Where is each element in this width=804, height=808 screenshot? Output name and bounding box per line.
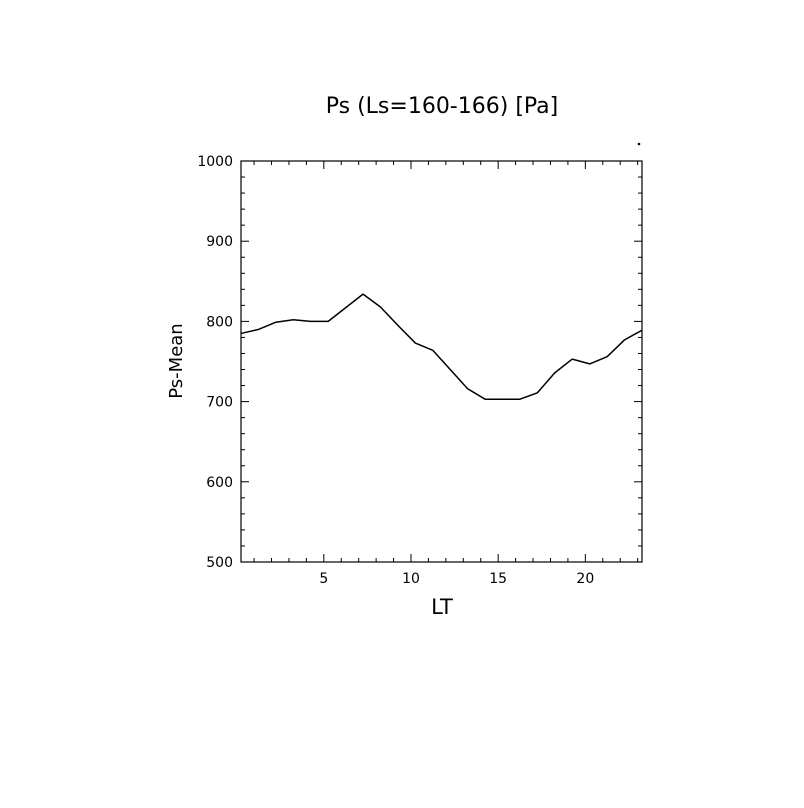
y-tick-label: 600 [206, 475, 233, 491]
series-line [240, 293, 643, 400]
chart-title: Ps (Ls=160-166) [Pa] [326, 94, 559, 119]
x-tick-label: 15 [489, 571, 507, 587]
y-tick-label: 1000 [197, 154, 233, 170]
y-tick-label: 900 [206, 234, 233, 250]
plot-frame [240, 160, 643, 563]
x-tick-label: 20 [576, 571, 594, 587]
axis-ticks: 500 600 700 800 900 1000 5 10 15 20 [197, 154, 642, 587]
y-tick-label: 800 [206, 314, 233, 330]
y-tick-label: 500 [206, 555, 233, 571]
y-axis-label: Ps-Mean [166, 323, 187, 398]
x-axis-label: LT [431, 595, 453, 619]
y-tick-label: 700 [206, 395, 233, 411]
series-layer [240, 293, 643, 400]
corner-dot [637, 142, 641, 146]
x-tick-label: 10 [402, 571, 420, 587]
x-tick-label: 5 [319, 571, 328, 587]
